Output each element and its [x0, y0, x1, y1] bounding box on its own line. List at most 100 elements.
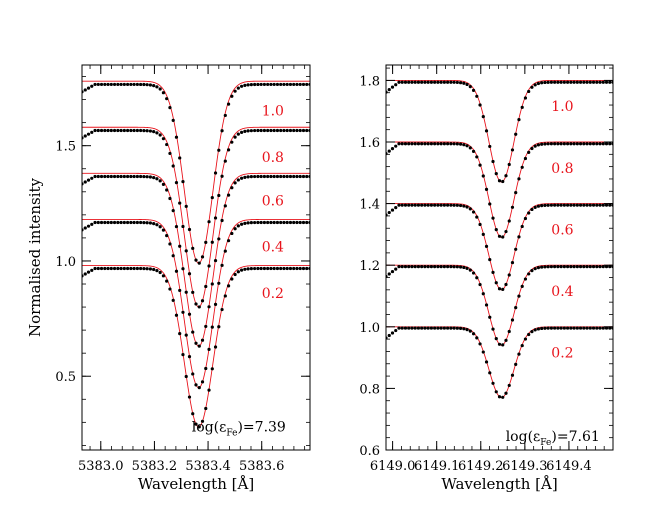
data-point — [279, 174, 283, 179]
data-point — [553, 142, 557, 146]
data-point — [572, 203, 576, 207]
data-point — [194, 341, 198, 345]
data-point — [148, 83, 152, 87]
data-point — [155, 131, 159, 135]
data-point — [433, 80, 437, 84]
data-point — [148, 175, 152, 179]
data-point — [106, 266, 110, 271]
data-point — [439, 142, 443, 146]
data-point — [501, 343, 505, 347]
data-point — [549, 265, 553, 269]
data-point — [439, 80, 443, 84]
data-point — [243, 129, 247, 133]
data-point — [420, 326, 424, 330]
data-point — [394, 206, 398, 210]
data-point — [601, 203, 605, 207]
data-point — [426, 142, 430, 146]
data-point — [259, 220, 263, 225]
data-point — [429, 80, 433, 84]
data-point — [103, 174, 107, 179]
data-point — [204, 240, 208, 244]
data-point — [582, 203, 586, 207]
data-point — [423, 142, 427, 146]
data-point — [298, 266, 302, 271]
data-point — [527, 150, 531, 154]
data-point — [178, 288, 182, 293]
data-point — [484, 187, 489, 191]
data-point — [266, 128, 270, 133]
data-point — [598, 142, 602, 146]
data-point — [292, 220, 296, 225]
data-point — [116, 174, 120, 179]
data-point — [433, 203, 437, 207]
data-point — [540, 142, 544, 146]
data-point — [109, 220, 113, 225]
data-point — [543, 142, 547, 146]
data-point — [420, 142, 424, 146]
data-point — [400, 203, 404, 207]
data-point — [295, 82, 299, 87]
data-point — [112, 220, 117, 225]
plot-area — [386, 79, 613, 399]
data-point — [249, 175, 253, 179]
data-point — [200, 338, 205, 342]
data-point — [158, 179, 162, 183]
data-point — [494, 227, 498, 232]
data-point — [439, 326, 443, 330]
data-point — [285, 82, 289, 87]
observed-points-0-6 — [82, 174, 310, 348]
x-tick-label: 6149.2 — [458, 459, 504, 474]
data-point — [223, 294, 227, 298]
data-point — [83, 226, 87, 230]
data-point — [536, 266, 541, 270]
y-tick-label: 1.4 — [359, 198, 380, 213]
data-point — [540, 204, 544, 208]
data-point — [122, 128, 126, 133]
data-point — [536, 81, 541, 86]
data-point — [129, 220, 133, 225]
data-point — [407, 80, 411, 84]
data-point — [527, 272, 531, 276]
data-point — [139, 82, 143, 87]
data-point — [96, 220, 100, 225]
data-point — [269, 220, 273, 225]
data-point — [178, 332, 182, 336]
data-point — [112, 82, 117, 87]
data-point — [142, 82, 146, 87]
x-axis-title: Wavelength [Å] — [441, 475, 557, 493]
data-point — [455, 203, 459, 207]
mu-label: 0.8 — [262, 150, 284, 166]
data-point — [106, 128, 110, 133]
data-point — [400, 142, 404, 146]
data-point — [109, 266, 113, 271]
data-point — [213, 258, 218, 263]
data-point — [420, 80, 424, 84]
data-point — [559, 203, 563, 207]
data-point — [478, 103, 482, 107]
data-point — [569, 326, 573, 330]
data-point — [236, 86, 240, 90]
data-point — [298, 174, 302, 179]
data-point — [223, 159, 227, 163]
data-point — [165, 97, 169, 101]
data-point — [410, 326, 414, 330]
data-point — [126, 128, 130, 133]
data-point — [475, 155, 479, 159]
data-point — [230, 94, 234, 98]
data-point — [194, 383, 198, 387]
data-point — [122, 266, 126, 271]
data-point — [530, 330, 534, 334]
data-point — [266, 174, 270, 179]
data-point — [240, 130, 244, 134]
data-point — [439, 265, 443, 269]
data-point — [543, 326, 547, 330]
data-point — [514, 362, 518, 366]
data-point — [233, 89, 237, 93]
axes-frame — [81, 64, 311, 451]
y-tick-label: 1.5 — [55, 140, 76, 155]
data-point — [279, 266, 283, 271]
data-point — [86, 224, 91, 228]
data-point — [282, 266, 286, 271]
data-point — [236, 132, 240, 136]
data-point — [165, 234, 169, 238]
